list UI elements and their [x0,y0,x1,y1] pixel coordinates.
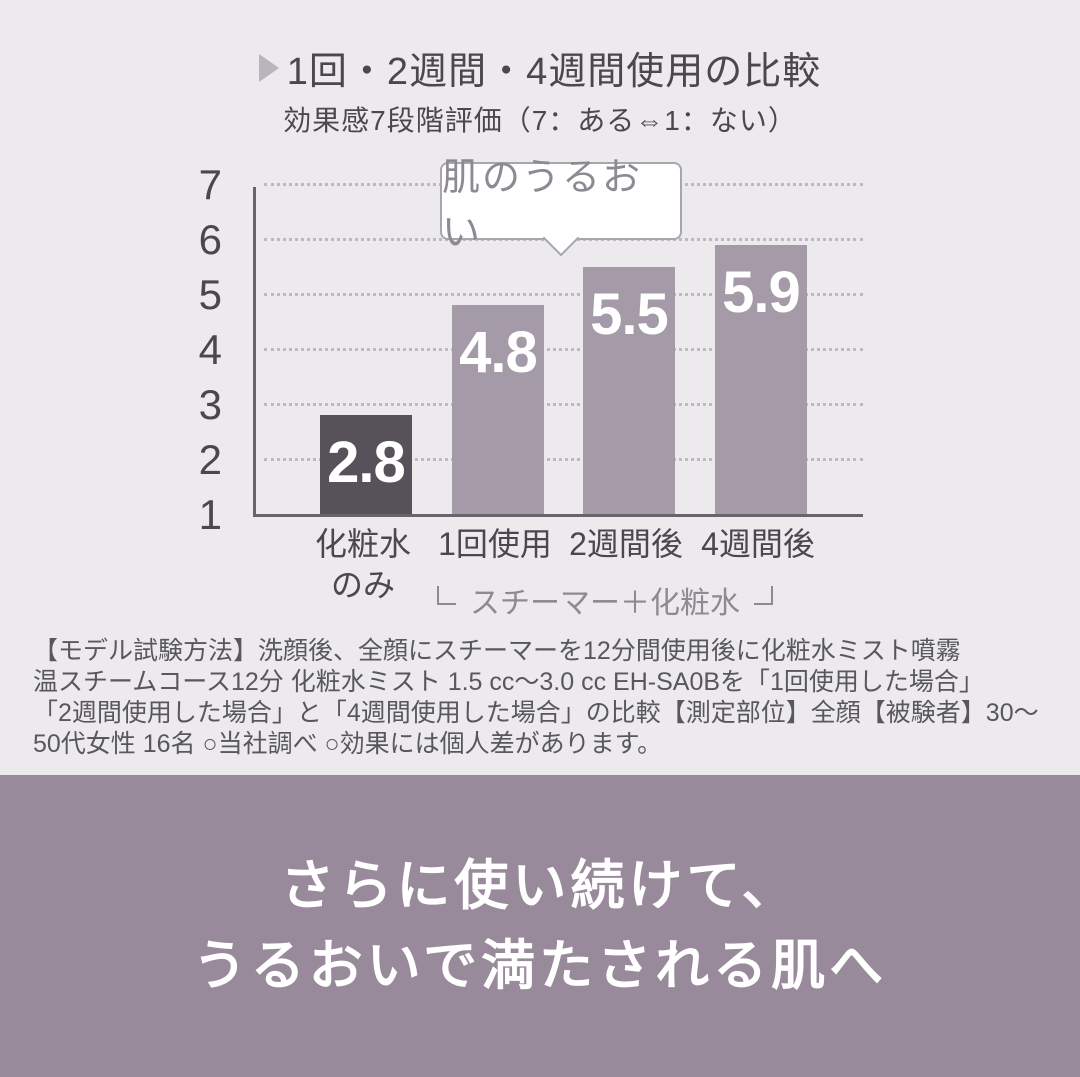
gridline-4 [264,348,863,351]
group-bracket: スチーマー＋化粧水 [437,584,773,624]
footnote-line: 50代女性 16名 ○当社調べ ○効果には個人差があります。 [33,730,663,758]
footnote: 【モデル試験方法】洗顔後、全顔にスチーマーを12分間使用後に化粧水ミスト噴霧 温… [33,636,1053,760]
footnote-line: 温スチームコース12分 化粧水ミスト 1.5 cc～3.0 cc EH-SA0B… [33,668,984,696]
x-axis-label-化粧水のみ: 化粧水 のみ [314,526,411,603]
bracket-tick-left [437,586,439,605]
footnote-line: 【モデル試験方法】洗顔後、全顔にスチーマーを12分間使用後に化粧水ミスト噴霧 [33,637,961,665]
callout-label: 肌のうるおい [442,157,643,254]
gridline-3 [264,403,863,406]
y-tick-label-7: 7 [198,161,222,208]
gridline-2 [264,458,863,461]
banner-line: うるおいで満たされる肌へ [192,936,888,996]
chart-header: 1回・2週間・4週間使用の比較 [0,40,1080,95]
y-tick-label-4: 4 [198,326,222,373]
gridline-5 [264,293,863,296]
footnote-line: 「2週間使用した場合」と「4週間使用した場合」の比較【測定部位】全顔【被験者】3… [33,699,1039,727]
y-tick-label-6: 6 [198,216,222,263]
x-axis-labels: 化粧水 のみ 1回使用 2週間後 4週間後 [253,524,863,614]
bar-1回使用: 4.8 [452,305,544,514]
group-bracket-label: スチーマー＋化粧水 [456,586,754,622]
bottom-banner: さらに使い続けて、 うるおいで満たされる肌へ [0,775,1080,1077]
y-tick-label-2: 2 [198,436,222,483]
play-triangle-icon [258,53,279,82]
y-tick-label-5: 5 [198,271,222,318]
bar-value-label: 5.5 [590,281,669,347]
bar-chart-plot: 2.8 4.8 5.5 5.9 [253,183,863,517]
y-tick-label-3: 3 [198,381,222,428]
x-axis-label-4週間後: 4週間後 [701,526,815,562]
x-axis-label-1回使用: 1回使用 [438,526,552,562]
chart-subtitle: 効果感7段階評価（7：ある⇔1：ない） [283,105,797,136]
x-axis-label-2週間後: 2週間後 [569,526,683,562]
bar-4週間後: 5.9 [715,244,807,514]
bar-value-label: 2.8 [327,430,406,495]
bar-化粧水のみ: 2.8 [320,415,412,514]
page-title: 1回・2週間・4週間使用の比較 [286,51,822,93]
bracket-tick-right [771,586,773,605]
bar-2週間後: 5.5 [583,266,675,514]
chart-callout: 肌のうるおい [440,157,682,257]
banner-line: さらに使い続けて、 [280,856,800,916]
bar-value-label: 5.9 [722,259,801,325]
y-axis-labels: 1 2 3 4 5 6 7 [168,161,234,538]
bar-value-label: 4.8 [459,320,538,385]
y-tick-label-1: 1 [198,491,222,538]
